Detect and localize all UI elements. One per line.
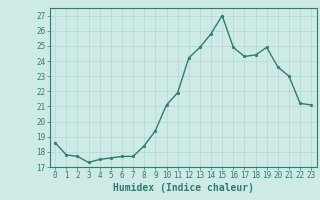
X-axis label: Humidex (Indice chaleur): Humidex (Indice chaleur) (113, 183, 254, 193)
